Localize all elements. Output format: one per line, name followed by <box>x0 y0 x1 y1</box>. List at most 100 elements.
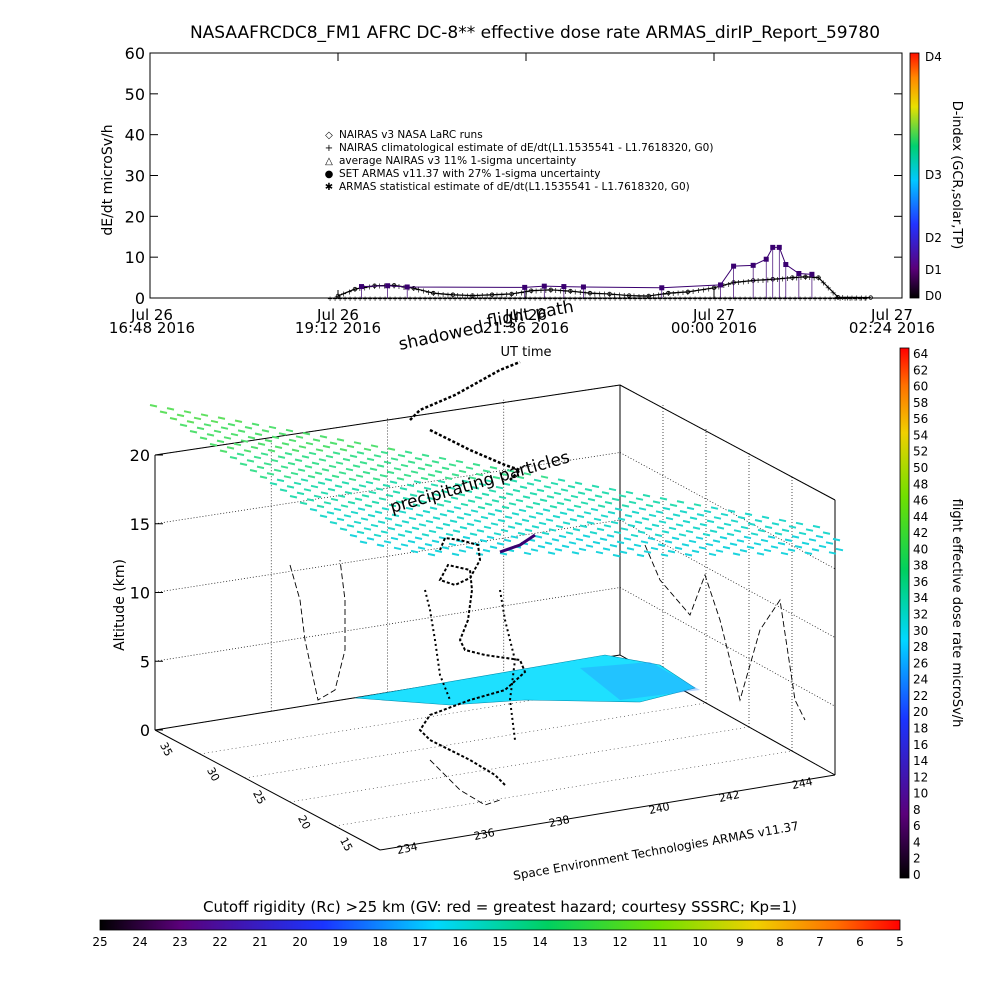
particle-mark <box>473 519 482 523</box>
particle-mark <box>640 540 649 544</box>
particle-mark <box>346 524 355 528</box>
dose-tick-label: 64 <box>913 347 928 361</box>
data-point: + <box>469 292 476 301</box>
particle-mark <box>423 486 432 491</box>
baseline-marker: + <box>522 295 528 303</box>
particle-mark <box>501 505 510 510</box>
particle-mark <box>433 493 442 497</box>
particle-mark <box>342 457 351 462</box>
particle-mark <box>431 539 440 544</box>
baseline-marker: + <box>727 295 733 303</box>
particle-mark <box>490 522 499 526</box>
baseline-marker: + <box>677 295 683 303</box>
baseline-marker: + <box>832 295 838 303</box>
particle-mark <box>274 445 283 449</box>
particle-mark <box>602 547 611 551</box>
data-point: + <box>459 291 466 300</box>
particle-mark <box>375 487 384 491</box>
baseline-marker: + <box>822 295 828 303</box>
data-point: + <box>410 284 417 293</box>
particle-mark <box>628 500 637 505</box>
particle-mark <box>510 535 519 539</box>
particle-mark <box>459 526 468 530</box>
particle-mark <box>678 533 687 537</box>
particle-mark <box>399 487 408 491</box>
particle-mark <box>400 543 409 547</box>
data-point: + <box>479 291 486 300</box>
particle-mark <box>566 508 575 512</box>
particle-mark <box>611 497 620 502</box>
data-point: + <box>755 276 762 285</box>
baseline-marker: + <box>477 295 483 303</box>
baseline-marker: + <box>547 295 553 303</box>
baseline-marker: + <box>487 295 493 303</box>
baseline-marker: + <box>327 295 333 303</box>
dose-tick-label: 10 <box>913 787 928 801</box>
y-tick-label: 0 <box>135 289 145 308</box>
data-point: + <box>725 280 732 289</box>
particle-mark <box>237 429 246 433</box>
particle-mark <box>636 553 645 558</box>
particle-mark <box>669 503 678 507</box>
baseline-marker: + <box>422 295 428 303</box>
shadow-trace <box>289 559 346 701</box>
particle-mark <box>587 497 596 502</box>
data-point: + <box>793 273 800 282</box>
particle-mark <box>196 426 205 431</box>
particle-mark <box>580 501 589 505</box>
grid-line <box>619 654 836 776</box>
particle-mark <box>273 468 282 473</box>
particle-mark <box>271 435 280 440</box>
particle-mark <box>753 542 762 546</box>
cutoff-bar <box>99 919 901 931</box>
baseline-marker: + <box>582 295 588 303</box>
dose-tick-label: 20 <box>913 705 928 719</box>
particle-mark <box>311 461 320 466</box>
data-point: + <box>450 291 457 300</box>
particle-mark <box>281 442 290 446</box>
grid-line <box>619 587 836 707</box>
data-point: + <box>445 290 452 299</box>
legend-text: NAIRAS climatological estimate of dE/dt(… <box>339 142 713 154</box>
particle-mark <box>702 532 711 537</box>
particle-mark <box>329 441 338 445</box>
particle-mark <box>419 500 428 504</box>
particle-mark <box>804 551 813 555</box>
particle-mark <box>339 527 348 531</box>
dose-tick-label: 12 <box>913 770 928 784</box>
data-point: + <box>518 288 525 297</box>
particle-mark <box>434 470 443 474</box>
dose-tick-label: 44 <box>913 510 928 524</box>
baseline-marker: + <box>612 295 618 303</box>
data-point: + <box>765 276 772 285</box>
particle-mark <box>388 503 397 508</box>
particle-mark <box>413 480 422 484</box>
particle-mark <box>387 526 396 531</box>
y-tick-label: 60 <box>125 44 145 63</box>
shadow-trace <box>644 544 806 721</box>
particle-mark <box>471 486 480 490</box>
particle-mark <box>358 484 367 488</box>
data-point: + <box>811 273 818 282</box>
particle-mark <box>438 456 447 461</box>
particle-mark <box>394 523 403 527</box>
particle-mark <box>354 497 363 501</box>
particle-mark <box>552 514 561 519</box>
particle-mark <box>304 465 313 469</box>
particle-mark <box>750 532 759 536</box>
data-point <box>568 288 573 294</box>
cutoff-tick-label: 12 <box>612 935 627 949</box>
particle-mark <box>382 483 391 488</box>
particle-mark <box>832 537 841 542</box>
cutoff-tick-label: 9 <box>736 935 744 949</box>
particle-mark <box>360 517 369 521</box>
baseline-marker: + <box>652 295 658 303</box>
baseline-marker: + <box>762 295 768 303</box>
particle-mark <box>324 478 333 482</box>
particle-mark <box>406 483 415 488</box>
data-point: + <box>720 281 727 290</box>
baseline-marker: + <box>392 295 398 303</box>
particle-mark <box>183 410 192 414</box>
longitude-ticks: 234 236 238 240 242 244 <box>396 775 814 857</box>
dindex-colorbar <box>909 52 920 299</box>
